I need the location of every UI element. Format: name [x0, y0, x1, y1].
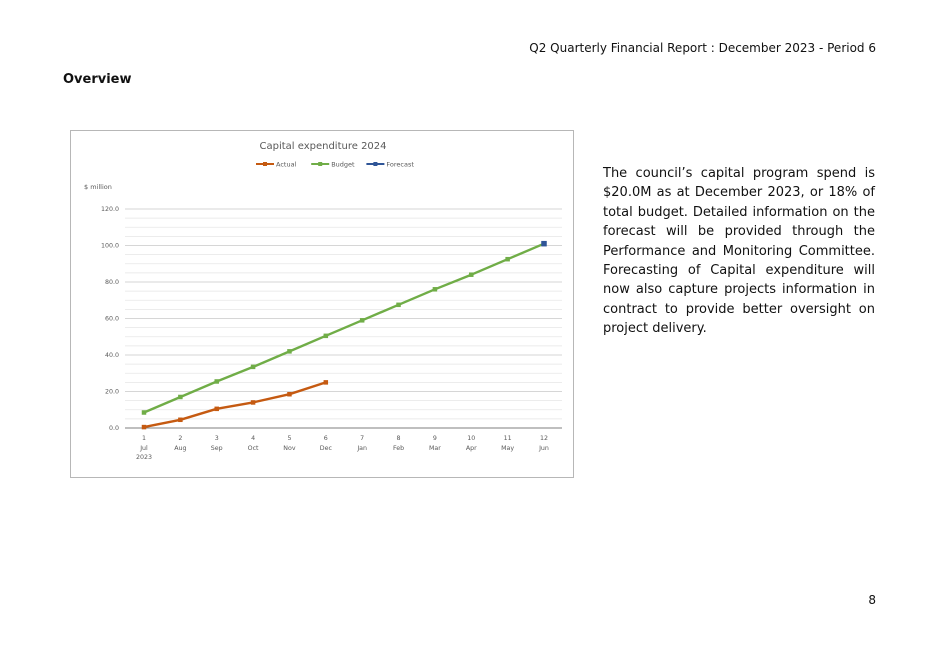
y-tick-label: 120.0	[101, 206, 119, 213]
y-tick-label: 80.0	[105, 279, 119, 286]
x-tick-month: Feb	[393, 445, 404, 452]
data-point-forecast	[541, 240, 547, 247]
data-point-actual	[178, 417, 183, 423]
y-tick-label: 40.0	[105, 352, 119, 359]
data-point-budget	[214, 379, 219, 384]
x-tick-month: Aug	[174, 445, 186, 452]
data-point-budget	[359, 318, 365, 323]
x-tick-month: Nov	[283, 445, 296, 452]
x-tick-number: 11	[504, 435, 512, 442]
y-tick-label: 0.0	[109, 425, 119, 432]
data-point-budget	[141, 410, 147, 415]
capital-expenditure-chart: Capital expenditure 2024 Actual Budget Fore…	[70, 130, 574, 478]
x-tick-month: Apr	[466, 445, 477, 452]
x-tick-number: 12	[540, 435, 548, 442]
y-tick-label: 20.0	[105, 389, 119, 396]
legend-label-budget: Budget	[331, 161, 355, 169]
section-title: Overview	[63, 72, 132, 87]
capital-program-summary: The council’s capital program spend is $…	[603, 166, 875, 337]
x-tick-month: May	[501, 445, 514, 452]
x-tick-month: Oct	[248, 445, 259, 452]
chart-title: Capital expenditure 2024	[259, 141, 386, 152]
x-tick-number: 7	[360, 435, 364, 442]
x-tick-number: 3	[215, 435, 219, 442]
chart-svg: Capital expenditure 2024 Actual Budget Fore…	[84, 141, 562, 461]
data-point-actual	[141, 424, 147, 430]
data-point-budget	[432, 287, 438, 292]
series-line-budget	[143, 242, 545, 414]
x-tick-number: 1	[142, 435, 146, 442]
legend-marker-actual	[263, 162, 267, 166]
x-tick-number: 10	[467, 435, 475, 442]
x-tick-number: 9	[433, 435, 437, 442]
x-tick-number: 6	[324, 435, 328, 442]
legend-marker-forecast	[373, 162, 378, 166]
data-point-budget	[323, 333, 329, 339]
report-header-title: Q2 Quarterly Financial Report : December…	[529, 41, 876, 55]
data-point-actual	[287, 391, 292, 397]
x-tick-month: Sep	[211, 445, 223, 452]
x-tick-month: Jul	[139, 445, 148, 452]
x-tick-month: Dec	[320, 445, 333, 452]
y-tick-label: 100.0	[101, 243, 119, 250]
x-tick-month: Jan	[356, 445, 367, 452]
series-line-actual	[143, 381, 327, 429]
data-point-budget	[396, 302, 401, 308]
y-tick-label: 60.0	[105, 316, 119, 323]
data-point-budget	[250, 364, 256, 370]
x-tick-month: Jun	[538, 445, 549, 452]
y-axis-label: $ million	[84, 183, 112, 191]
x-year-label: 2023	[136, 454, 152, 461]
x-tick-number: 5	[287, 435, 291, 442]
x-tick-number: 8	[397, 435, 401, 442]
data-point-budget	[178, 394, 183, 400]
legend-marker-budget	[318, 162, 323, 166]
x-tick-number: 2	[178, 435, 182, 442]
legend-label-actual: Actual	[276, 161, 297, 169]
data-point-actual	[214, 406, 219, 412]
x-tick-month: Mar	[429, 445, 441, 452]
data-point-actual	[250, 400, 256, 405]
legend-label-forecast: Forecast	[386, 161, 414, 169]
data-point-budget	[469, 272, 474, 277]
data-point-actual	[323, 380, 329, 385]
x-tick-number: 4	[251, 435, 255, 442]
page-number: 8	[868, 593, 876, 607]
data-point-budget	[287, 349, 292, 354]
data-point-budget	[505, 256, 510, 262]
